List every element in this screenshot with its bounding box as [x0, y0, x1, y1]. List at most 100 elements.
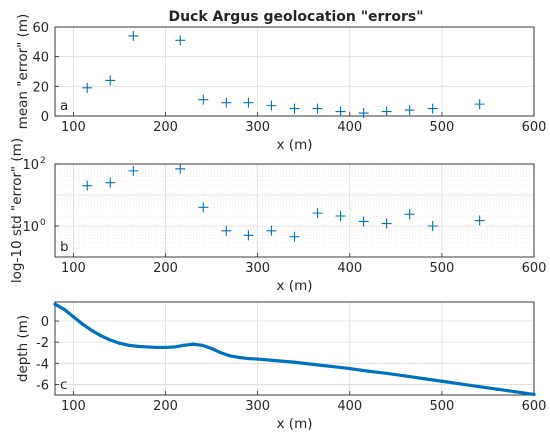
- data-point: [266, 225, 277, 236]
- data-point: [200, 343, 204, 347]
- data-point: [175, 35, 186, 46]
- data-point: [221, 97, 232, 108]
- data-point: [82, 82, 93, 93]
- data-point: [474, 215, 485, 226]
- y-axis-label: depth (m): [15, 315, 31, 382]
- data-point: [335, 211, 346, 222]
- data-point: [90, 328, 94, 333]
- data-point: [237, 355, 241, 360]
- data-point: [163, 345, 168, 350]
- data-point: [404, 105, 415, 116]
- x-tick-label: 500: [429, 261, 454, 276]
- data-point: [381, 106, 392, 117]
- data-point: [385, 371, 389, 375]
- data-point: [145, 345, 149, 349]
- x-tick-label: 100: [61, 261, 86, 276]
- data-point: [221, 225, 232, 236]
- y-tick-label: 0: [41, 110, 49, 125]
- x-tick-label: 200: [153, 399, 178, 414]
- data-point: [62, 307, 66, 311]
- data-point: [335, 106, 346, 117]
- y-tick-exponent: 0: [40, 218, 46, 228]
- data-point: [117, 341, 122, 345]
- x-tick-label: 300: [245, 399, 270, 414]
- data-point: [458, 382, 462, 386]
- x-tick-label: 100: [61, 399, 86, 414]
- x-tick-label: 400: [337, 399, 362, 414]
- data-point: [219, 351, 223, 355]
- data-point: [173, 345, 177, 349]
- panel-a: 100 200 300 400 500 600 0 20 40 60 x (m) mean "erro…: [15, 14, 546, 153]
- panel-c: 100 200 300 400 500 600 0 -2 -4 -6 x (m) depth (m) c: [15, 301, 547, 432]
- data-point: [381, 218, 392, 229]
- data-point: [81, 322, 85, 326]
- y-tick-label: 20: [32, 80, 49, 95]
- x-tick-label: 600: [522, 399, 547, 414]
- data-point: [191, 342, 195, 346]
- y-axis-label: log-10 std "error" (m): [9, 138, 25, 283]
- x-axis-label: x (m): [277, 278, 313, 294]
- axes-frame: [54, 301, 535, 396]
- data-point: [198, 94, 209, 105]
- chart-title: Duck Argus geolocation "errors": [168, 9, 423, 25]
- data-point: [292, 360, 297, 364]
- data-point: [246, 356, 251, 361]
- data-point: [421, 377, 426, 381]
- data-point: [495, 387, 499, 391]
- depth-profile-line: [53, 302, 536, 397]
- data-point: [128, 30, 139, 41]
- y-tick-exponent: 2: [40, 156, 46, 166]
- data-point: [427, 103, 438, 114]
- x-tick-label: 400: [337, 261, 362, 276]
- data-point: [329, 364, 333, 369]
- data-point: [82, 180, 93, 191]
- y-axis-label: mean "error" (m): [15, 14, 31, 130]
- data-point: [53, 302, 57, 306]
- data-point: [266, 100, 277, 111]
- data-point: [289, 103, 300, 114]
- y-tick-label: -4: [36, 357, 49, 372]
- data-point: [532, 392, 536, 397]
- y-tick-label: 0: [41, 315, 49, 330]
- data-point: [366, 369, 370, 373]
- x-axis-label: x (m): [277, 416, 313, 432]
- x-axis-label: x (m): [277, 137, 313, 153]
- x-tick-label: 100: [61, 120, 86, 135]
- data-point: [182, 343, 186, 347]
- data-point: [198, 202, 209, 213]
- y-tick-label: 60: [32, 21, 49, 36]
- data-point: [108, 338, 112, 342]
- data-point: [440, 379, 444, 383]
- data-point: [71, 315, 76, 319]
- x-tick-label: 600: [522, 120, 547, 135]
- y-tick-label: 10: [22, 220, 39, 235]
- panel-tag: b: [60, 239, 69, 255]
- panel-tag: a: [60, 98, 68, 114]
- y-tick-label: -2: [36, 336, 49, 351]
- data-point: [136, 344, 140, 348]
- data-point: [228, 354, 232, 358]
- data-point: [175, 163, 186, 174]
- data-point: [312, 103, 323, 114]
- data-point: [427, 221, 438, 231]
- data-point: [154, 345, 158, 350]
- x-tick-label: 500: [429, 120, 454, 135]
- x-tick-label: 300: [245, 261, 270, 276]
- data-point: [128, 165, 139, 176]
- data-point: [403, 374, 407, 378]
- data-point: [99, 334, 103, 338]
- y-tick-label: 10: [22, 158, 39, 173]
- panel-tag: c: [60, 377, 67, 393]
- axes-frame: [54, 26, 535, 117]
- y-tick-label: -6: [36, 378, 49, 393]
- x-tick-label: 500: [429, 399, 454, 414]
- data-point: [312, 208, 323, 219]
- x-tick-label: 400: [337, 120, 362, 135]
- x-tick-label: 200: [153, 120, 178, 135]
- data-point: [209, 346, 214, 351]
- data-point: [105, 177, 116, 188]
- x-tick-label: 600: [522, 261, 547, 276]
- data-point: [513, 390, 518, 394]
